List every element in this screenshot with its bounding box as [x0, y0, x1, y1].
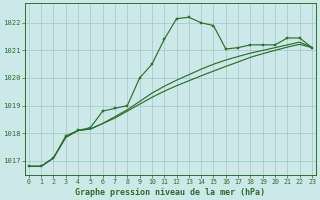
X-axis label: Graphe pression niveau de la mer (hPa): Graphe pression niveau de la mer (hPa) [76, 188, 265, 197]
